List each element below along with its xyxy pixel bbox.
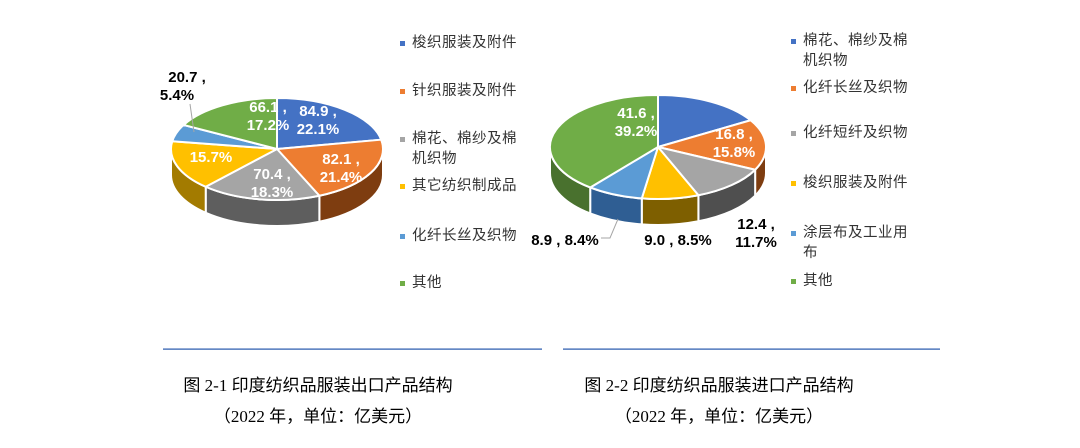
import-data-label: 12.4 ,: [737, 216, 775, 233]
import-data-label: 11.7%: [735, 234, 777, 251]
import-pie-slice-0: [657, 94, 752, 148]
figure-divider-left: [163, 348, 542, 350]
import-data-label: 9.0 , 8.5%: [644, 232, 712, 249]
export-data-label: 20.7 ,: [168, 69, 206, 86]
export-data-label: 84.9 ,: [299, 103, 337, 120]
export-pie-slice-3: [170, 140, 278, 188]
export-data-label: 17.2%: [247, 117, 290, 134]
export-data-label: 66.1 ,: [249, 99, 287, 116]
caption-import-subtitle: （2022 年，单位：亿美元）: [614, 407, 824, 426]
export-data-label: 70.4 ,: [253, 166, 291, 183]
export-pie-slice-0: [276, 97, 383, 150]
import-pie-slice-1: [657, 119, 767, 171]
import-data-label: 39.2%: [615, 123, 658, 140]
caption-import-title: 图 2-2 印度纺织品服装进口产品结构: [584, 376, 854, 395]
export-pie-slice-2: [204, 148, 321, 201]
import-data-label: 8.9 , 8.4%: [531, 232, 599, 249]
export-data-label: 82.1 ,: [322, 151, 360, 168]
export-data-label: 15.7%: [190, 149, 233, 166]
import-pie-slice-2: [657, 146, 757, 197]
export-data-label: 18.3%: [251, 184, 294, 201]
export-pie-slice-1: [276, 138, 384, 197]
import-data-label: 15.8%: [713, 144, 756, 161]
export-pie-slice-5: [182, 97, 278, 150]
export-leader-line: [189, 103, 195, 133]
pie-charts: 84.9 ,22.1% 82.1 ,21.4% 70.4 ,18.3% 15.7% 20…: [160, 69, 777, 251]
import-data-label: 16.8 ,: [715, 126, 753, 143]
import-leader-line: [601, 218, 619, 239]
figure-divider-right: [563, 348, 940, 350]
import-data-label: 41.6 ,: [617, 105, 655, 122]
export-data-label: 21.4%: [320, 169, 363, 186]
export-data-label: 5.4%: [160, 87, 194, 104]
import-pie-slice-5: [549, 94, 659, 189]
caption-export-subtitle: （2022 年，单位：亿美元）: [213, 407, 423, 426]
export-data-label: 22.1%: [297, 121, 340, 138]
caption-export-title: 图 2-1 印度纺织品服装出口产品结构: [183, 376, 453, 395]
